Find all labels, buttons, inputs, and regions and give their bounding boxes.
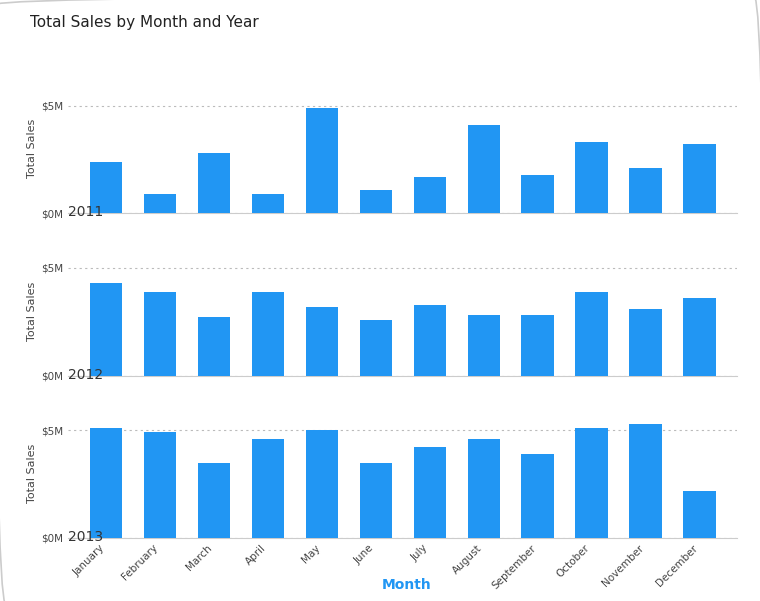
Text: Total Sales by Month and Year: Total Sales by Month and Year xyxy=(30,15,259,30)
Bar xyxy=(467,125,500,213)
Text: 2013: 2013 xyxy=(68,530,103,544)
Bar xyxy=(683,298,716,376)
Bar xyxy=(575,142,608,213)
Bar xyxy=(413,177,446,213)
Bar xyxy=(252,439,284,538)
Bar xyxy=(359,463,392,538)
Bar xyxy=(521,454,554,538)
Y-axis label: Total Sales: Total Sales xyxy=(27,281,37,341)
Bar xyxy=(683,144,716,213)
Text: 2012: 2012 xyxy=(68,368,103,382)
Bar xyxy=(359,190,392,213)
Y-axis label: Total Sales: Total Sales xyxy=(27,119,37,178)
Bar xyxy=(467,439,500,538)
Bar xyxy=(198,317,230,376)
Bar xyxy=(144,194,176,213)
Bar xyxy=(629,424,662,538)
Bar xyxy=(521,316,554,376)
Bar xyxy=(413,305,446,376)
Bar xyxy=(683,490,716,538)
Bar xyxy=(306,307,338,376)
Bar xyxy=(629,168,662,213)
Bar xyxy=(90,428,122,538)
Bar xyxy=(306,430,338,538)
Bar xyxy=(413,447,446,538)
Bar xyxy=(144,432,176,538)
Bar xyxy=(198,153,230,213)
Bar xyxy=(144,291,176,376)
Text: 2011: 2011 xyxy=(68,206,103,219)
Bar xyxy=(467,316,500,376)
Bar xyxy=(575,291,608,376)
Text: Month: Month xyxy=(382,578,432,592)
Bar xyxy=(521,174,554,213)
Y-axis label: Total Sales: Total Sales xyxy=(27,444,37,503)
Bar xyxy=(90,283,122,376)
Bar xyxy=(629,309,662,376)
Bar xyxy=(90,162,122,213)
Bar xyxy=(575,428,608,538)
Bar xyxy=(252,194,284,213)
Bar xyxy=(306,108,338,213)
Bar xyxy=(359,320,392,376)
Bar xyxy=(252,291,284,376)
Bar xyxy=(198,463,230,538)
